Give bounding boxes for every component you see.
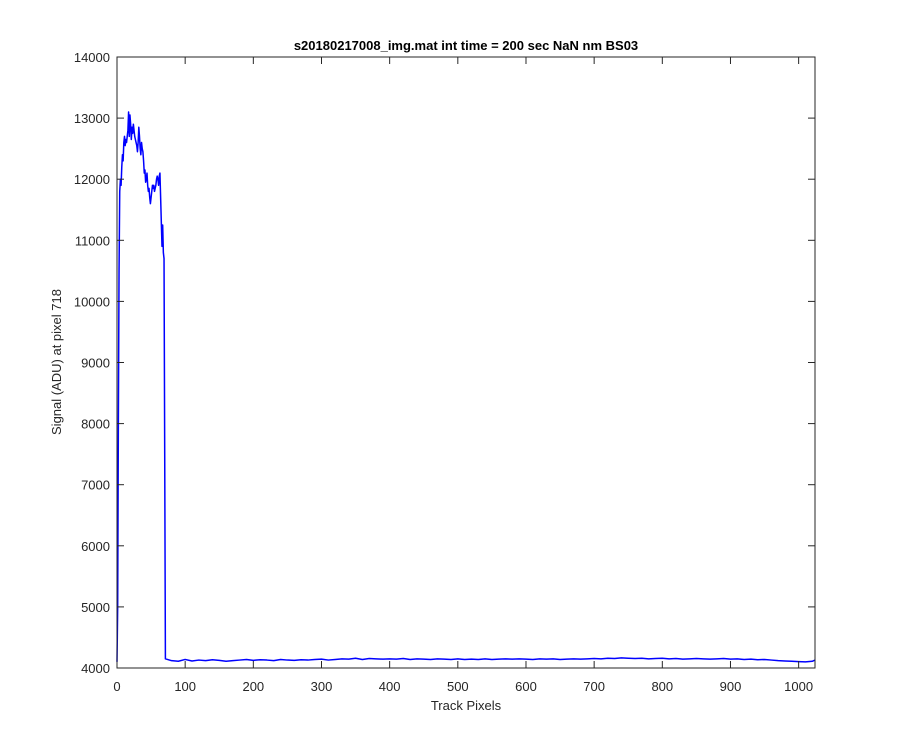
x-tick-label: 0 (113, 679, 120, 694)
x-axis-label: Track Pixels (431, 698, 502, 713)
y-tick-label: 5000 (81, 600, 110, 615)
y-tick-label: 14000 (74, 50, 110, 65)
x-tick-label: 600 (515, 679, 537, 694)
chart-title: s20180217008_img.mat int time = 200 sec … (294, 38, 638, 53)
y-tick-label: 6000 (81, 539, 110, 554)
y-tick-label: 10000 (74, 294, 110, 309)
x-tick-label: 500 (447, 679, 469, 694)
y-tick-label: 7000 (81, 478, 110, 493)
x-tick-label: 100 (174, 679, 196, 694)
x-tick-label: 400 (379, 679, 401, 694)
y-tick-label: 8000 (81, 417, 110, 432)
y-axis: 4000 5000 6000 7000 8000 9000 10000 11000 12000 1… (74, 50, 815, 676)
x-tick-label: 1000 (784, 679, 813, 694)
y-tick-label: 12000 (74, 172, 110, 187)
axes-box (116, 56, 816, 669)
series-layer (116, 111, 816, 663)
plot-area (117, 57, 815, 668)
y-tick-label: 9000 (81, 356, 110, 371)
x-tick-label: 900 (720, 679, 742, 694)
x-tick-label: 200 (242, 679, 264, 694)
y-tick-label: 13000 (74, 111, 110, 126)
x-tick-label: 800 (651, 679, 673, 694)
y-tick-label: 11000 (75, 233, 110, 248)
series-line (116, 111, 816, 663)
x-axis: 0 100 200 300 400 500 600 700 800 900 1000 (113, 57, 813, 694)
x-tick-label: 700 (583, 679, 605, 694)
y-axis-label: Signal (ADU) at pixel 718 (49, 289, 64, 435)
x-tick-label: 300 (311, 679, 333, 694)
y-tick-label: 4000 (81, 661, 110, 676)
